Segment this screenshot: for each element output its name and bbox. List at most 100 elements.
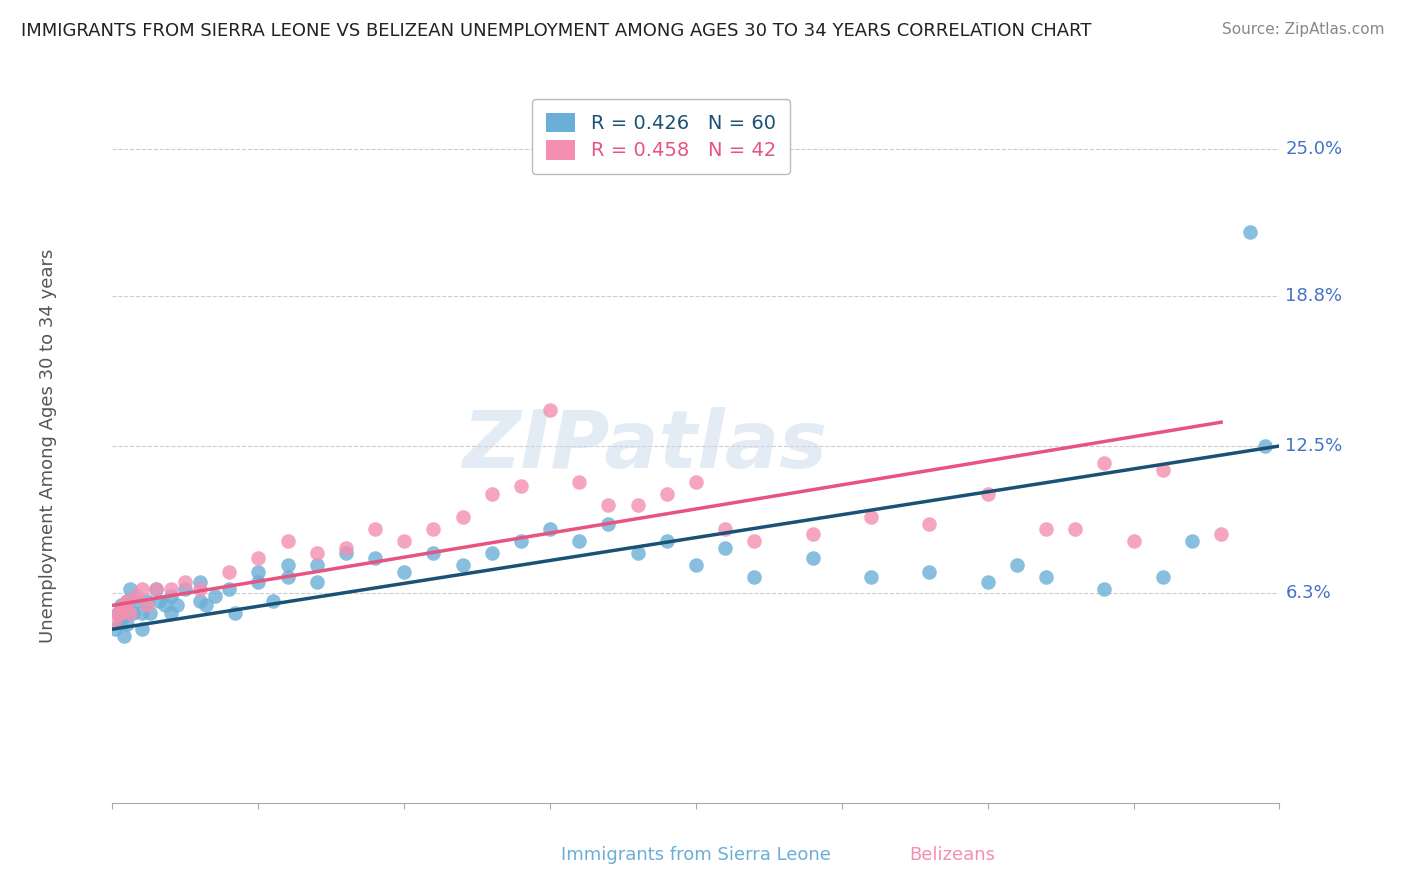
Point bbox=[1122, 534, 1144, 549]
Point bbox=[160, 589, 183, 603]
Point bbox=[188, 582, 211, 596]
Point bbox=[627, 499, 650, 513]
Point bbox=[451, 510, 474, 524]
Point bbox=[153, 599, 176, 613]
Point bbox=[1181, 534, 1204, 549]
Point bbox=[160, 582, 183, 596]
Point bbox=[305, 574, 328, 589]
Text: Source: ZipAtlas.com: Source: ZipAtlas.com bbox=[1222, 22, 1385, 37]
Point bbox=[131, 606, 153, 620]
Point bbox=[112, 599, 135, 613]
Point bbox=[655, 486, 678, 500]
Point bbox=[115, 593, 138, 607]
Point bbox=[166, 599, 188, 613]
Point bbox=[859, 570, 883, 584]
Point bbox=[118, 606, 141, 620]
Point bbox=[685, 475, 707, 489]
Point bbox=[335, 541, 357, 556]
Text: 6.3%: 6.3% bbox=[1285, 584, 1331, 602]
Point bbox=[538, 522, 561, 536]
Point bbox=[801, 550, 824, 565]
Point bbox=[110, 613, 132, 627]
Point bbox=[1035, 570, 1057, 584]
Point bbox=[509, 534, 531, 549]
Point bbox=[598, 517, 620, 532]
Point bbox=[115, 593, 138, 607]
Point bbox=[247, 574, 270, 589]
Point bbox=[188, 574, 211, 589]
Point bbox=[364, 522, 387, 536]
Point bbox=[136, 593, 159, 607]
Text: 18.8%: 18.8% bbox=[1285, 287, 1343, 305]
Point bbox=[364, 550, 387, 565]
Point bbox=[247, 550, 270, 565]
Point bbox=[131, 622, 153, 636]
Point bbox=[174, 582, 197, 596]
Point bbox=[204, 589, 226, 603]
Legend: R = 0.426   N = 60, R = 0.458   N = 42: R = 0.426 N = 60, R = 0.458 N = 42 bbox=[533, 99, 790, 174]
Point bbox=[1152, 463, 1174, 477]
Point bbox=[276, 570, 298, 584]
Point bbox=[394, 534, 416, 549]
Point bbox=[742, 570, 765, 584]
Point bbox=[104, 613, 127, 627]
Point bbox=[122, 606, 145, 620]
Point bbox=[104, 622, 127, 636]
Point bbox=[918, 517, 941, 532]
Point bbox=[481, 486, 503, 500]
Point bbox=[218, 582, 240, 596]
Point bbox=[188, 593, 211, 607]
Point bbox=[509, 479, 531, 493]
Point bbox=[112, 629, 135, 643]
Text: Immigrants from Sierra Leone: Immigrants from Sierra Leone bbox=[561, 846, 831, 863]
Point bbox=[976, 486, 998, 500]
Point bbox=[107, 606, 129, 620]
Point bbox=[107, 606, 129, 620]
Point bbox=[276, 534, 298, 549]
Point bbox=[148, 593, 170, 607]
Point bbox=[859, 510, 883, 524]
Point bbox=[481, 546, 503, 560]
Text: IMMIGRANTS FROM SIERRA LEONE VS BELIZEAN UNEMPLOYMENT AMONG AGES 30 TO 34 YEARS : IMMIGRANTS FROM SIERRA LEONE VS BELIZEAN… bbox=[21, 22, 1091, 40]
Point bbox=[224, 606, 246, 620]
Point bbox=[118, 582, 141, 596]
Point bbox=[262, 593, 284, 607]
Point bbox=[1094, 456, 1116, 470]
Point bbox=[568, 475, 591, 489]
Point bbox=[139, 606, 162, 620]
Point bbox=[335, 546, 357, 560]
Point bbox=[627, 546, 650, 560]
Point bbox=[1005, 558, 1028, 572]
Point bbox=[110, 599, 132, 613]
Point bbox=[422, 546, 444, 560]
Point bbox=[160, 606, 183, 620]
Point bbox=[976, 574, 998, 589]
Point bbox=[451, 558, 474, 572]
Point bbox=[1211, 527, 1233, 541]
Point bbox=[305, 546, 328, 560]
Point bbox=[1239, 225, 1261, 239]
Point bbox=[136, 599, 159, 613]
Point bbox=[125, 593, 148, 607]
Point bbox=[276, 558, 298, 572]
Point bbox=[145, 582, 167, 596]
Text: ZIPatlas: ZIPatlas bbox=[463, 407, 828, 485]
Point bbox=[655, 534, 678, 549]
Text: Belizeans: Belizeans bbox=[910, 846, 995, 863]
Point bbox=[174, 574, 197, 589]
Text: 12.5%: 12.5% bbox=[1285, 437, 1343, 455]
Point bbox=[598, 499, 620, 513]
Point bbox=[218, 565, 240, 579]
Point bbox=[247, 565, 270, 579]
Point bbox=[801, 527, 824, 541]
Point bbox=[685, 558, 707, 572]
Point bbox=[125, 589, 148, 603]
Text: Unemployment Among Ages 30 to 34 years: Unemployment Among Ages 30 to 34 years bbox=[39, 249, 58, 643]
Point bbox=[145, 582, 167, 596]
Point bbox=[918, 565, 941, 579]
Text: 25.0%: 25.0% bbox=[1285, 140, 1343, 158]
Point bbox=[110, 606, 132, 620]
Point bbox=[742, 534, 765, 549]
Point bbox=[1035, 522, 1057, 536]
Point bbox=[1094, 582, 1116, 596]
